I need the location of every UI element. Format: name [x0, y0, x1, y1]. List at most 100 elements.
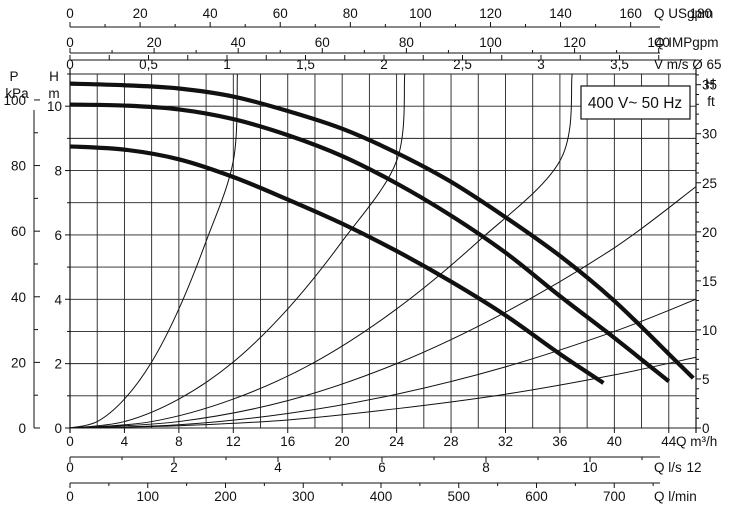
pressure-tick-label: 20: [11, 355, 26, 370]
secondary-tick-label: 60: [315, 35, 330, 50]
secondary-tick-label: 600: [525, 489, 548, 504]
velocity-tick-label: 1,5: [296, 57, 315, 72]
secondary-axis-label: Q IMPgpm: [654, 35, 719, 50]
secondary-tick-label: 100: [479, 35, 502, 50]
note-box: 400 V~ 50 Hz: [580, 85, 691, 120]
curve-mid: [69, 102, 671, 383]
secondary-tick-label: 40: [203, 6, 218, 21]
secondary-tick-label: 500: [447, 489, 470, 504]
velocity-tick-label: 3: [537, 57, 545, 72]
secondary-tick-label: 0: [66, 6, 74, 21]
secondary-tick-label: 300: [292, 489, 315, 504]
ft-tick-label: 5: [702, 372, 710, 387]
velocity-tick-label: 3,5: [610, 57, 629, 72]
secondary-tick-label: 80: [399, 35, 414, 50]
velocity-tick-label: 1: [223, 57, 231, 72]
secondary-tick-label: 6: [378, 460, 386, 475]
secondary-axis-label: Q l/min: [654, 489, 697, 504]
secondary-tick-label: 0: [66, 460, 74, 475]
pressure-tick-label: 60: [11, 224, 26, 239]
y-tick-label: 0: [54, 421, 62, 436]
secondary-tick-label: 40: [231, 35, 246, 50]
secondary-tick-label: 100: [136, 489, 159, 504]
y-tick-label: 4: [54, 292, 62, 307]
secondary-tick-label: 180: [689, 6, 712, 21]
axes: [33, 22, 701, 488]
system-curves: [70, 74, 696, 428]
secondary-tick-label: 0: [66, 489, 74, 504]
x-tick-label: 0: [66, 434, 74, 449]
system-4: [70, 186, 696, 428]
pressure-axis-label-p: P: [9, 69, 18, 84]
velocity-axis-label: V m/s Ø 65: [654, 57, 722, 72]
system-1: [70, 74, 238, 428]
velocity-tick-label: 0: [66, 57, 74, 72]
system-6: [70, 356, 696, 428]
ft-tick-label: 10: [702, 323, 717, 338]
secondary-tick-label: 140: [549, 6, 572, 21]
x-tick-label: 4: [121, 434, 129, 449]
secondary-tick-label: 0: [66, 35, 74, 50]
pump-curves: [69, 81, 695, 385]
x-tick-label: 24: [389, 434, 405, 449]
y-axis-label-h: H: [49, 69, 59, 84]
pressure-tick-label: 80: [11, 159, 26, 174]
secondary-tick-label: 2: [170, 460, 178, 475]
y-tick-label: 8: [54, 164, 62, 179]
x-tick-label: 28: [444, 434, 459, 449]
secondary-tick-label: 8: [482, 460, 490, 475]
secondary-tick-label: 120: [479, 6, 502, 21]
axis-labels: 0 4 8 12 16 20 24 28 32 36 40 44 Q m³/h0 2 4 6 8 10 12Q l/…: [3, 6, 722, 504]
secondary-tick-label: 400: [370, 489, 393, 504]
x-tick-label: 40: [607, 434, 622, 449]
ft-tick-label: 20: [702, 225, 717, 240]
velocity-tick-label: 2: [380, 57, 388, 72]
x-axis-label: Q m³/h: [676, 434, 717, 449]
secondary-tick-label: 120: [563, 35, 586, 50]
ft-tick-label: 0: [702, 421, 710, 436]
ft-tick-label: 30: [702, 127, 717, 142]
secondary-tick-label: 12: [686, 460, 701, 475]
x-tick-label: 8: [175, 434, 183, 449]
x-tick-label: 36: [552, 434, 567, 449]
secondary-axis-label: Q USgpm: [654, 6, 713, 21]
secondary-tick-label: 10: [582, 460, 597, 475]
secondary-tick-label: 140: [647, 35, 670, 50]
pressure-tick-label: 40: [11, 290, 26, 305]
ft-axis-label-unit: ft: [707, 94, 715, 109]
pressure-axis-label-unit: kPa: [5, 86, 29, 101]
system-2: [70, 74, 406, 428]
ft-tick-label: 35: [702, 78, 717, 93]
secondary-tick-label: 200: [214, 489, 237, 504]
secondary-tick-label: 20: [133, 6, 148, 21]
y-tick-label: 2: [54, 357, 62, 372]
note-text: 400 V~ 50 Hz: [588, 95, 682, 112]
x-tick-label: 12: [226, 434, 241, 449]
y-axis-label-m: m: [48, 86, 59, 101]
ft-tick-label: 25: [702, 176, 717, 191]
velocity-tick-label: 2,5: [453, 57, 472, 72]
curve-low: [69, 144, 605, 385]
secondary-tick-label: 80: [343, 6, 358, 21]
velocity-tick-label: 0,5: [139, 57, 158, 72]
x-tick-label: 16: [280, 434, 295, 449]
secondary-tick-label: 60: [273, 6, 288, 21]
pressure-tick-label: 100: [3, 93, 26, 108]
secondary-tick-label: 700: [603, 489, 626, 504]
x-tick-label: 20: [335, 434, 350, 449]
y-tick-label: 10: [47, 99, 62, 114]
x-tick-label: 44: [661, 434, 677, 449]
secondary-tick-label: 20: [147, 35, 162, 50]
system-3: [70, 74, 573, 428]
secondary-tick-label: 4: [274, 460, 282, 475]
ft-tick-label: 15: [702, 274, 717, 289]
ft-axis-label-h: H: [705, 76, 715, 91]
grid: [69, 73, 697, 429]
y-tick-label: 6: [54, 228, 62, 243]
secondary-tick-label: 160: [619, 6, 642, 21]
pressure-tick-label: 0: [18, 421, 26, 436]
x-tick-label: 32: [498, 434, 513, 449]
curve-high: [69, 81, 695, 380]
system-5: [70, 298, 696, 428]
